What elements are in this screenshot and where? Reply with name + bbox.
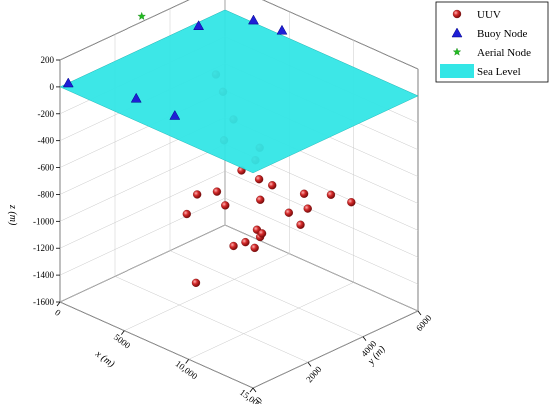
grid-line (224, 224, 419, 312)
buoy-node-point (62, 77, 74, 88)
legend-label: Sea Level (477, 66, 521, 78)
grid-line (224, 170, 419, 258)
grid-line (252, 310, 419, 389)
axis-title-x: x (m) (92, 348, 117, 370)
uuv-point (257, 229, 267, 238)
y-tick-label: 2000 (304, 364, 324, 384)
axis-title-z: z (m) (7, 204, 18, 226)
uuv-point (212, 187, 222, 196)
grid-line (59, 224, 226, 303)
buoy-node-point (130, 92, 142, 103)
y-tick-mark (307, 362, 312, 367)
uuv-point (191, 278, 201, 287)
uuv-point (254, 175, 264, 184)
z-tick-label: -1200 (33, 243, 54, 253)
grid-line (262, 0, 419, 70)
grid-line (59, 144, 226, 222)
y-tick-mark (417, 310, 422, 316)
uuv-point (241, 237, 250, 247)
legend-label: Aerial Node (477, 47, 531, 59)
legend-buoy-marker (451, 27, 463, 38)
uuv-point (347, 198, 356, 207)
uuv-point (221, 201, 230, 210)
z-tick-label: -600 (38, 163, 55, 173)
uuv-point (229, 241, 238, 251)
grid-line (169, 250, 364, 337)
buoy-node-point (276, 24, 288, 35)
grid-line (59, 301, 254, 389)
y-tick-label: 6000 (414, 313, 434, 333)
legend-entry: Aerial Node (452, 47, 531, 59)
z-tick-label: -800 (38, 189, 55, 199)
uuv-point (182, 209, 191, 219)
z-tick-label: -1400 (33, 270, 54, 280)
grid-line (59, 0, 190, 61)
y-tick-mark (362, 336, 367, 341)
grid-line (59, 170, 226, 249)
uuv-point (296, 220, 305, 229)
legend: UUV Buoy Node Aerial Node Sea Level (435, 1, 549, 83)
uuv-point (299, 189, 309, 198)
points-above-sea (62, 11, 288, 120)
buoy-node-point (193, 20, 205, 30)
sea-level-surface (59, 9, 419, 174)
legend-label: Buoy Node (477, 28, 528, 40)
y-tick-mark (252, 387, 257, 393)
grid-line (188, 282, 354, 360)
uuv-point (284, 208, 293, 217)
legend-entry: Buoy Node (451, 27, 528, 40)
x-tick-mark (121, 330, 125, 335)
uuv-point (250, 243, 259, 253)
legend-entry: Sea Level (440, 64, 521, 78)
z-tick-label: -1600 (33, 297, 54, 307)
grid-line (114, 276, 309, 363)
x-tick-label: 5000 (112, 332, 133, 351)
legend-aerial-marker (452, 47, 462, 56)
uuv-point (303, 204, 312, 213)
uuv-point (452, 9, 462, 19)
buoy-node-point (248, 14, 259, 25)
z-tick-label: 200 (41, 55, 55, 65)
x-tick-mark (56, 301, 61, 307)
z-tick-label: -400 (38, 136, 55, 146)
uuv-point (193, 190, 202, 199)
z-tick-label: -200 (38, 109, 55, 119)
grid-line (124, 253, 290, 331)
y-tick-label: 0 (254, 395, 265, 404)
legend-sea-swatch (440, 64, 474, 78)
buoy-node-point (169, 109, 181, 120)
legend-label: UUV (477, 9, 501, 21)
sea-level-plane (59, 9, 419, 174)
z-tick-label: 0 (50, 82, 55, 92)
uuv-point (256, 195, 265, 204)
x-tick-label: 0 (53, 307, 63, 318)
x-tick-mark (249, 387, 254, 393)
x-tick-mark (185, 359, 189, 364)
legend-entry: UUV (452, 9, 501, 21)
uuv-point (268, 181, 277, 190)
uuv-point (326, 190, 336, 199)
grid-line (59, 197, 226, 276)
z-tick-label: -1000 (33, 216, 54, 226)
aerial-node-point (137, 11, 146, 20)
grid-line (224, 197, 419, 285)
